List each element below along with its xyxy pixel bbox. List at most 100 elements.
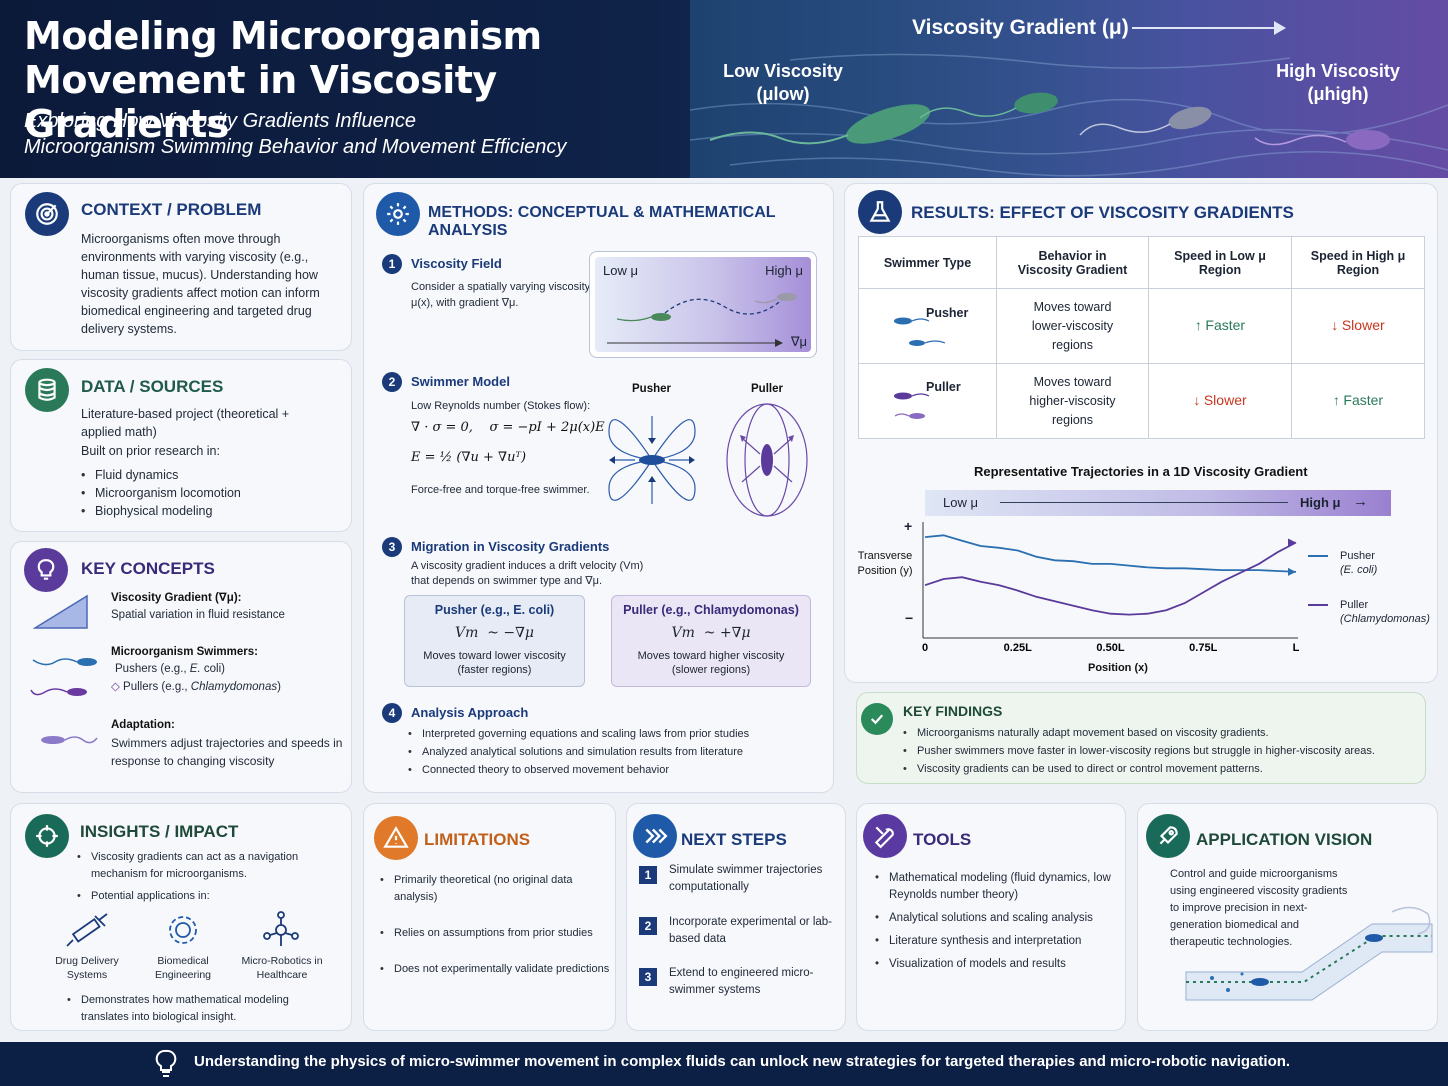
pusher-behavior-cell: Moves toward lower-viscosity regions [996,288,1149,364]
step-number: 2 [382,372,402,392]
stokes-equation: ∇ · σ = 0, σ = −pI + 2μ(x)E [411,420,605,435]
chart-xlabel: Position (x) [1088,662,1148,674]
header-speed-low: Speed in Low μ Region [1148,236,1292,289]
swimmer-model-body: Low Reynolds number (Stokes flow): [411,400,591,412]
puller-diagram-label: Puller [751,383,783,395]
pusher-low-speed-cell: ↑ Faster [1148,288,1292,364]
next-step-3: Extend to engineered micro-swimmer syste… [669,967,814,996]
viscosity-gradient-heading: Viscosity Gradient (μ) [912,16,1129,39]
step-number: 1 [382,254,402,274]
step-number: 4 [382,703,402,723]
migration-title: Migration in Viscosity Gradients [411,539,610,554]
legend-puller-name: Puller [1340,599,1369,611]
list-item: Pusher swimmers move faster in lower-vis… [903,742,1375,760]
methods-panel: METHODS: CONCEPTUAL & MATHEMATICAL ANALY… [363,183,834,793]
pusher-swimmer-icon [894,317,946,346]
app-biomedical: Biomedical Engineering [154,955,212,981]
list-item: Relies on assumptions from prior studies [380,925,612,942]
legend-pusher-name: Pusher [1340,550,1375,562]
insights-title: INSIGHTS / IMPACT [80,822,239,841]
list-item: Microorganisms naturally adapt movement … [903,724,1375,742]
list-item: Visualization of models and results [875,956,1120,973]
concept-pullers: ◇ Pullers (e.g., Chlamydomonas) [111,679,281,696]
band-arrow-icon: → [1353,493,1368,510]
chart-ylabel: Transverse Position (y) [852,549,918,579]
flask-icon [858,190,902,234]
list-item: Microorganism locomotion [81,484,241,502]
trajectory-chart: 0 0.25L 0.50L 0.75L L [922,522,1300,654]
application-vision-panel: APPLICATION VISION Control and guide mic… [1137,803,1438,1031]
data-sources-panel: DATA / SOURCES Literature-based project … [10,359,352,532]
analysis-list: Interpreted governing equations and scal… [408,725,749,779]
list-item: Interpreted governing equations and scal… [408,725,749,743]
arrow-down-icon: ↓ [1331,317,1339,333]
lightbulb-icon [155,1049,177,1077]
x-tick-label: 0.25L [1004,642,1032,654]
list-item: Connected theory to observed movement be… [408,761,749,779]
microfluidic-channel-illustration [1185,906,1433,1001]
results-table: Swimmer Type Behavior in Viscosity Gradi… [858,236,1425,439]
legend-puller: Puller (Chlamydomonas) [1308,598,1430,626]
tools-title: TOOLS [913,830,972,849]
list-item: Primarily theoretical (no original data … [380,872,612,906]
puller-box-title: Puller (e.g., Chlamydomonas) [623,603,799,617]
list-item: Demonstrates how mathematical modeling t… [67,992,327,1026]
key-findings-panel: KEY FINDINGS Microorganisms naturally ad… [856,692,1426,784]
puller-low-speed-cell: ↓ Slower [1148,363,1292,439]
analysis-title: Analysis Approach [411,705,529,720]
series-line-puller [924,541,1297,616]
list-item: Fluid dynamics [81,466,241,484]
band-arrow-line [1000,502,1288,503]
pusher-flow-diagram [608,416,696,504]
step-number: 3 [382,537,402,557]
concept-gradient-body: Spatial variation in fluid resistance [111,609,285,621]
series-arrow-pusher [1288,567,1296,576]
gear-icon [169,916,197,944]
pullers-species: Chlamydomonas [190,681,278,693]
viscosity-field-diagram: Low μ High μ ∇μ [589,251,817,358]
speed-value: Slower [1203,392,1247,408]
table-header-row: Swimmer Type Behavior in Viscosity Gradi… [858,236,1425,289]
results-title: RESULTS: EFFECT OF VISCOSITY GRADIENTS [911,203,1294,222]
concept-adaptation-title: Adaptation: [111,719,175,731]
puller-migration-box: Puller (e.g., Chlamydomonas) Vm ~ +∇μ Mo… [611,595,811,687]
legend-pusher-sub: (E. coli) [1340,564,1378,576]
pullers-suffix: ) [277,681,281,693]
ylabel-line-1: Transverse [857,550,913,562]
fast-forward-icon [633,814,677,858]
next-steps-title: NEXT STEPS [681,830,787,849]
high-viscosity-label: High Viscosity (μhigh) [1270,60,1406,106]
swimmers-icon [30,658,97,696]
chart-title: Representative Trajectories in a 1D Visc… [974,464,1308,479]
pusher-type-label: Pusher [926,306,969,320]
legend-pusher-swatch [1308,555,1328,557]
key-concepts-title: KEY CONCEPTS [81,559,215,578]
low-viscosity-text: Low Viscosity [723,61,843,81]
header-speed-high: Speed in High μ Region [1291,236,1425,289]
header-swimmer-type: Swimmer Type [858,236,997,289]
syringe-icon [66,913,108,947]
data-sources-title: DATA / SOURCES [81,377,224,396]
concept-swimmers-title: Microorganism Swimmers: [111,646,258,658]
list-item: Viscosity gradients can act as a navigat… [77,849,317,883]
methods-title: METHODS: CONCEPTUAL & MATHEMATICAL ANALY… [428,204,776,239]
y-minus-label: − [905,610,914,626]
arrow-up-icon: ↑ [1332,392,1340,408]
high-viscosity-text: High Viscosity [1276,61,1400,81]
puller-type-label: Puller [926,380,961,394]
wrench-icon [863,814,907,858]
table-row: Puller Moves toward higher-viscosity reg… [858,363,1425,439]
insights-list: Viscosity gradients can act as a navigat… [77,849,317,905]
series-arrow-puller [1288,538,1296,547]
table-row: Pusher Moves toward lower-viscosity regi… [858,288,1425,364]
data-sources-list: Fluid dynamics Microorganism locomotion … [81,466,241,520]
footer-text: Understanding the physics of micro-swimm… [194,1053,1291,1070]
vision-title: APPLICATION VISION [1196,830,1373,849]
concept-adaptation-body: Swimmers adjust trajectories and speeds … [111,736,343,768]
insights-panel: INSIGHTS / IMPACT Viscosity gradients ca… [10,803,352,1031]
pusher-box-equation: Vm ~ −∇μ [454,625,535,641]
x-tick-label: L [1293,642,1300,654]
adaptation-swimmer-icon [41,736,98,744]
list-item: Viscosity gradients can be used to direc… [903,760,1375,778]
list-item: Mathematical modeling (fluid dynamics, l… [875,870,1120,904]
